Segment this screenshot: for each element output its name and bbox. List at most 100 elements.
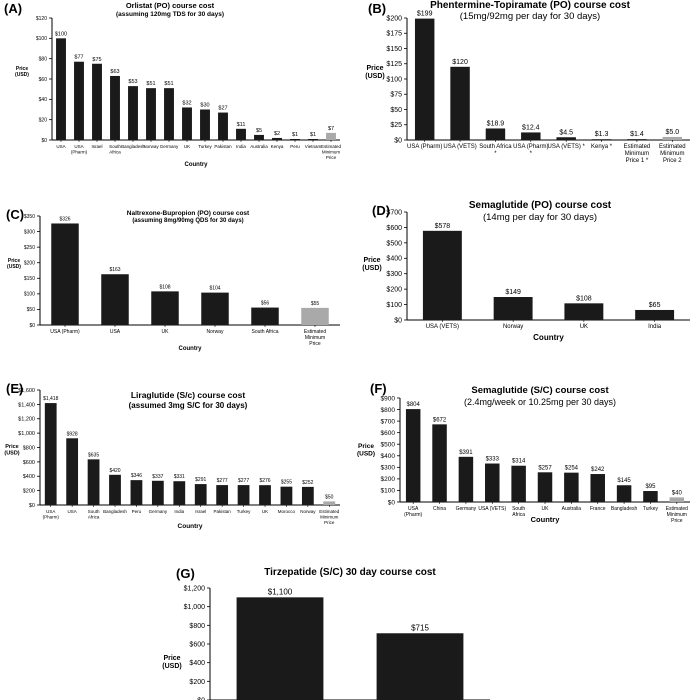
bar <box>616 485 632 502</box>
x-tick-label: India <box>236 144 246 149</box>
bar-data-label: $104 <box>209 286 220 292</box>
x-tick-label: Germany <box>149 509 168 514</box>
panel-letter: (E) <box>6 381 23 396</box>
bar-data-label: $1 <box>292 132 298 138</box>
bar-data-label: $1.4 <box>630 131 644 138</box>
chart-subtitle: (assumed 3mg S/C for 30 days) <box>129 401 248 410</box>
bar <box>301 486 314 505</box>
bar <box>280 486 293 505</box>
y-tick-label: $1,600 <box>18 388 35 394</box>
bar <box>109 474 121 505</box>
bar <box>44 403 57 505</box>
bar-data-label: $51 <box>146 81 155 87</box>
x-tick-label: Germany <box>160 144 179 149</box>
bar-data-label: $254 <box>565 466 579 472</box>
x-tick-label: USA (VETS) <box>478 506 506 512</box>
bar-data-label: $242 <box>591 467 605 473</box>
bar <box>51 223 79 325</box>
bar-data-label: $108 <box>159 284 170 290</box>
x-tick-label: USA (Pharm) <box>407 144 442 150</box>
y-axis-label: Price <box>8 258 20 264</box>
y-tick-label: $100 <box>36 36 47 42</box>
x-tick-label: USA (Pharm) <box>513 144 548 150</box>
bar <box>87 459 100 505</box>
x-tick-label: * <box>530 151 533 157</box>
bar <box>251 307 279 325</box>
panel-letter: (A) <box>4 1 22 16</box>
x-tick-label: Israel <box>91 144 102 149</box>
y-tick-label: $200 <box>189 679 205 686</box>
x-tick-label: Africa <box>512 512 525 518</box>
x-tick-label: USA <box>408 506 419 512</box>
y-axis-label-unit: (USD) <box>357 451 375 458</box>
bar-data-label: $100 <box>55 31 67 37</box>
y-axis-label: Price <box>163 655 180 662</box>
bar-data-label: $11 <box>237 122 246 128</box>
bar <box>450 66 470 140</box>
bar-data-label: $277 <box>238 478 249 484</box>
bar-data-label: $715 <box>411 623 429 632</box>
y-tick-label: $400 <box>386 256 402 263</box>
x-tick-label: USA <box>74 144 83 149</box>
x-tick-label: USA <box>110 329 121 335</box>
y-tick-label: $300 <box>381 465 396 472</box>
x-tick-label: Australia <box>562 506 582 512</box>
y-tick-label: $150 <box>386 46 402 53</box>
bar-data-label: $108 <box>576 295 592 302</box>
bar <box>323 501 336 505</box>
bar-data-label: $1,100 <box>268 587 293 596</box>
y-tick-label: $0 <box>394 137 402 144</box>
bar-data-label: $255 <box>281 480 292 486</box>
x-tick-label: Price 1 * <box>626 158 649 164</box>
y-tick-label: $200 <box>24 260 35 266</box>
bar-data-label: $75 <box>92 57 101 63</box>
x-tick-label: (Pharm) <box>43 515 60 520</box>
x-tick-label: Turkey <box>237 509 251 514</box>
bar <box>405 409 421 502</box>
bar <box>151 480 164 505</box>
panel-letter: (G) <box>176 566 195 581</box>
x-tick-label: Price 2 <box>663 158 682 164</box>
bar-data-label: $30 <box>200 103 209 109</box>
y-tick-label: $300 <box>386 271 402 278</box>
x-tick-label: Minimum <box>660 151 684 157</box>
y-tick-label: $100 <box>386 76 402 83</box>
y-axis-label-unit: (USD) <box>15 72 29 78</box>
y-tick-label: $400 <box>23 474 35 480</box>
chart-panel-d: (D) Semaglutide (PO) course cost(14mg per… <box>362 200 690 342</box>
x-tick-label: Africa <box>109 150 121 155</box>
x-tick-label: USA (Pharm) <box>50 329 80 335</box>
bar <box>521 132 541 140</box>
x-tick-label: UK <box>262 509 268 514</box>
bar-data-label: $18.9 <box>487 120 505 127</box>
bar-data-label: $53 <box>128 79 137 85</box>
bar <box>130 480 143 505</box>
bar-data-label: $12.4 <box>522 124 540 131</box>
bar-data-label: $77 <box>74 55 83 61</box>
y-tick-label: $200 <box>386 287 402 294</box>
x-tick-label: Price <box>326 155 337 160</box>
bar-data-label: $314 <box>512 459 526 465</box>
bar <box>74 61 84 140</box>
x-tick-label: UK <box>184 144 190 149</box>
bar-data-label: $55 <box>311 301 320 307</box>
panel-letter: (B) <box>368 1 386 16</box>
bar-data-label: $326 <box>59 216 70 222</box>
y-tick-label: $250 <box>24 245 35 251</box>
bar <box>485 463 500 502</box>
bar <box>259 485 271 505</box>
y-tick-label: $0 <box>394 317 402 324</box>
chart-title: Orlistat (PO) course cost <box>126 1 215 10</box>
bar-data-label: $163 <box>109 267 120 273</box>
bar <box>662 136 683 140</box>
chart-subtitle: (14mg per day for 30 days) <box>483 212 597 223</box>
bar-data-label: $1 <box>310 132 316 138</box>
chart-title: Semaglutide (S/C) course cost <box>471 385 609 396</box>
y-tick-label: $0 <box>41 138 47 144</box>
x-axis-label: Country <box>185 162 209 168</box>
y-axis-label: Price <box>366 65 383 72</box>
y-tick-label: $0 <box>197 697 205 700</box>
y-axis-label: Price <box>16 66 28 72</box>
x-tick-label: Bangladesh <box>121 144 145 149</box>
y-tick-label: $25 <box>390 122 402 129</box>
